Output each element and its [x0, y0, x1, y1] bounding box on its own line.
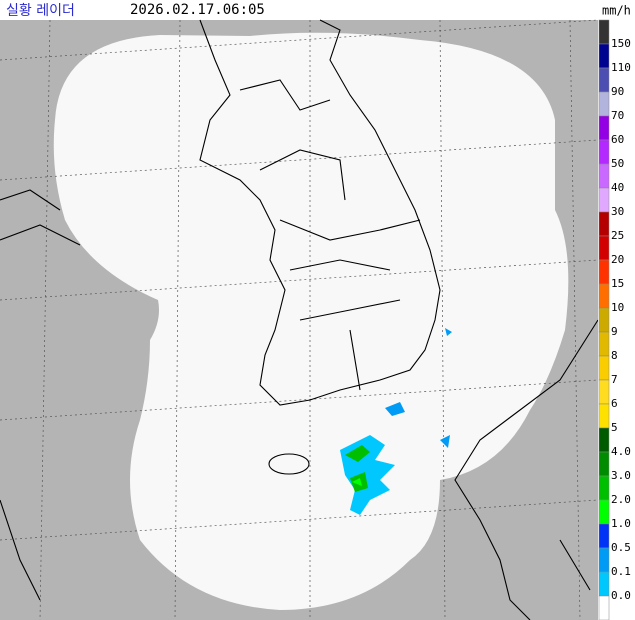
legend-label: 50 — [611, 157, 624, 170]
legend-label: 150 — [611, 37, 631, 50]
legend-label: 5 — [611, 421, 618, 434]
legend-swatch — [598, 43, 610, 69]
legend-swatch — [598, 523, 610, 549]
legend: 150 110 90 70 60 50 40 30 25 20 15 10 9 8 7 6 5 4.0 3.0 2.0… — [598, 19, 631, 620]
legend-swatch — [598, 571, 610, 597]
legend-label: 8 — [611, 349, 618, 362]
legend-label: 60 — [611, 133, 624, 146]
legend-swatch — [598, 499, 610, 525]
legend-label: 90 — [611, 85, 624, 98]
china-coast — [0, 189, 81, 601]
legend-swatch — [598, 595, 610, 620]
legend-swatch — [598, 355, 610, 381]
legend-label: 25 — [611, 229, 624, 242]
legend-label: 1.0 — [611, 517, 631, 530]
legend-swatch — [598, 187, 610, 213]
legend-label: 0.0 — [611, 589, 631, 602]
peninsula-outline — [199, 19, 441, 406]
timestamp: 2026.02.17.06:05 — [130, 2, 265, 18]
legend-label: 70 — [611, 109, 624, 122]
legend-swatch — [598, 307, 610, 333]
legend-label: 40 — [611, 181, 624, 194]
grid-line — [39, 19, 51, 620]
legend-swatch — [598, 259, 610, 285]
legend-label: 30 — [611, 205, 624, 218]
unit: mm/h — [602, 4, 631, 18]
legend-label: 0.5 — [611, 541, 631, 554]
legend-swatch — [598, 235, 610, 261]
title: 실황 레이더 — [6, 3, 75, 19]
legend-swatch — [598, 211, 610, 237]
legend-label: 20 — [611, 253, 624, 266]
grid-line — [0, 259, 599, 301]
legend-swatch — [598, 67, 610, 93]
legend-swatch — [598, 283, 610, 309]
grid-line — [0, 499, 599, 541]
coastlines — [0, 19, 599, 620]
legend-swatch — [598, 163, 610, 189]
legend-swatch — [598, 331, 610, 357]
legend-swatch — [598, 115, 610, 141]
legend-label: 4.0 — [611, 445, 631, 458]
grid-line — [439, 19, 446, 620]
legend-swatch — [598, 379, 610, 405]
legend-swatch — [598, 403, 610, 429]
coverage — [53, 32, 569, 611]
grid-line — [0, 19, 599, 61]
legend-swatch — [598, 139, 610, 165]
legend-label: 3.0 — [611, 469, 631, 482]
coverage-area — [53, 32, 569, 611]
legend-label: 7 — [611, 373, 618, 386]
legend-label: 2.0 — [611, 493, 631, 506]
grid-line — [174, 19, 181, 620]
legend-label: 0.1 — [611, 565, 631, 578]
japan-coast — [454, 319, 599, 620]
jeju — [268, 453, 310, 475]
grid-line — [569, 19, 581, 620]
legend-swatch — [598, 451, 610, 477]
precipitation — [340, 328, 452, 515]
rain-area — [352, 478, 362, 486]
graticule — [0, 19, 599, 620]
legend-swatch — [598, 19, 610, 45]
legend-label: 110 — [611, 61, 631, 74]
legend-label: 15 — [611, 277, 624, 290]
header-bar — [0, 0, 635, 20]
legend-swatch — [598, 427, 610, 453]
legend-label: 10 — [611, 301, 624, 314]
legend-swatch — [598, 547, 610, 573]
grid-line — [0, 139, 599, 181]
legend-swatch — [598, 475, 610, 501]
legend-label: 9 — [611, 325, 618, 338]
legend-label: 6 — [611, 397, 618, 410]
map — [0, 19, 599, 620]
rain-area — [345, 445, 370, 492]
grid-line — [0, 379, 599, 421]
province-borders — [239, 79, 421, 391]
legend-swatch — [598, 91, 610, 117]
